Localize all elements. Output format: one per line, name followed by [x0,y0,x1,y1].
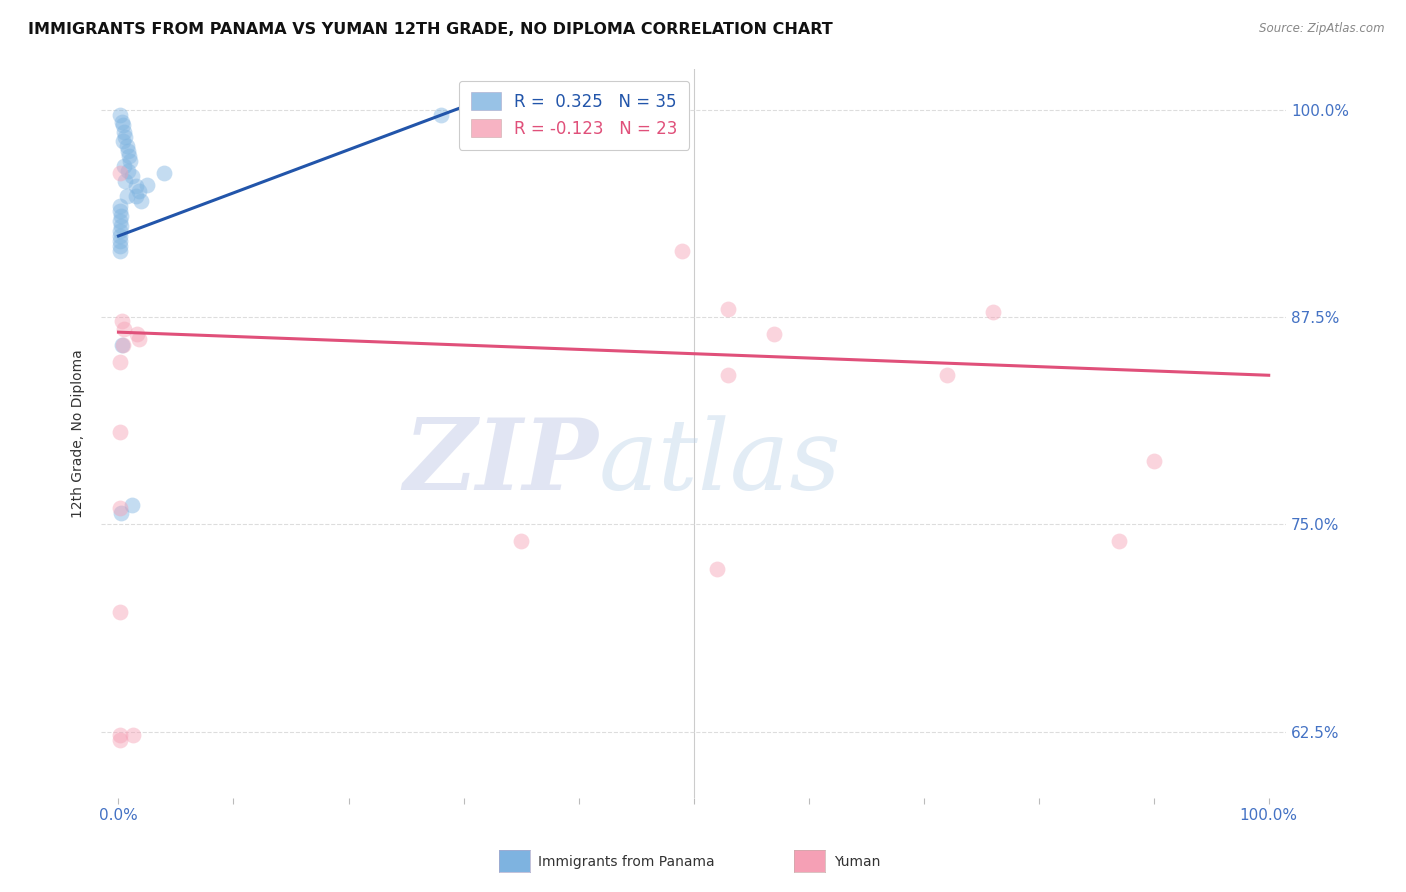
Point [108,244,131,258]
Point [108,234,131,248]
Point [125,189,148,203]
Point [112,338,135,352]
Point [110,219,132,233]
Point [706,562,728,576]
Point [108,199,131,213]
Point [118,154,141,169]
Point [117,145,139,159]
Point [1143,454,1166,468]
Point [122,728,145,742]
Point [935,368,957,383]
Point [108,733,131,747]
Text: IMMIGRANTS FROM PANAMA VS YUMAN 12TH GRADE, NO DIPLOMA CORRELATION CHART: IMMIGRANTS FROM PANAMA VS YUMAN 12TH GRA… [28,22,832,37]
Point [717,301,740,316]
Y-axis label: 12th Grade, No Diploma: 12th Grade, No Diploma [72,349,86,517]
Point [118,149,141,163]
Point [153,166,176,180]
Point [115,189,138,203]
Point [112,124,135,138]
Point [114,129,136,144]
Point [112,118,135,132]
Point [111,338,134,352]
Point [981,305,1004,319]
Point [1108,534,1130,549]
Point [429,108,451,122]
Point [112,322,135,336]
Point [108,166,131,180]
Point [117,164,139,178]
Legend: R =  0.325   N = 35, R = -0.123   N = 23: R = 0.325 N = 35, R = -0.123 N = 23 [458,80,689,150]
Point [110,209,132,223]
Point [717,368,740,383]
Point [108,108,131,122]
Point [108,224,131,238]
Point [108,204,131,219]
Point [125,179,148,194]
Point [108,728,131,742]
Point [108,214,131,228]
Point [128,184,150,198]
Point [108,500,131,515]
Point [108,355,131,369]
Text: ZIP: ZIP [404,414,599,511]
Point [763,326,786,341]
Point [108,606,131,620]
Text: Yuman: Yuman [834,855,880,869]
Point [121,169,143,184]
Point [510,534,533,549]
Point [128,332,150,346]
Point [108,239,131,253]
Text: atlas: atlas [599,415,842,510]
Point [111,114,134,128]
Point [121,498,143,512]
Point [112,135,135,149]
Point [125,326,148,341]
Point [114,174,136,188]
Point [108,229,131,244]
Point [110,506,132,520]
Point [111,313,134,327]
Text: Source: ZipAtlas.com: Source: ZipAtlas.com [1260,22,1385,36]
Point [115,139,138,153]
Point [671,244,693,258]
Point [136,178,159,192]
Point [112,159,135,173]
Point [108,425,131,439]
Text: Immigrants from Panama: Immigrants from Panama [538,855,716,869]
Point [131,194,153,209]
